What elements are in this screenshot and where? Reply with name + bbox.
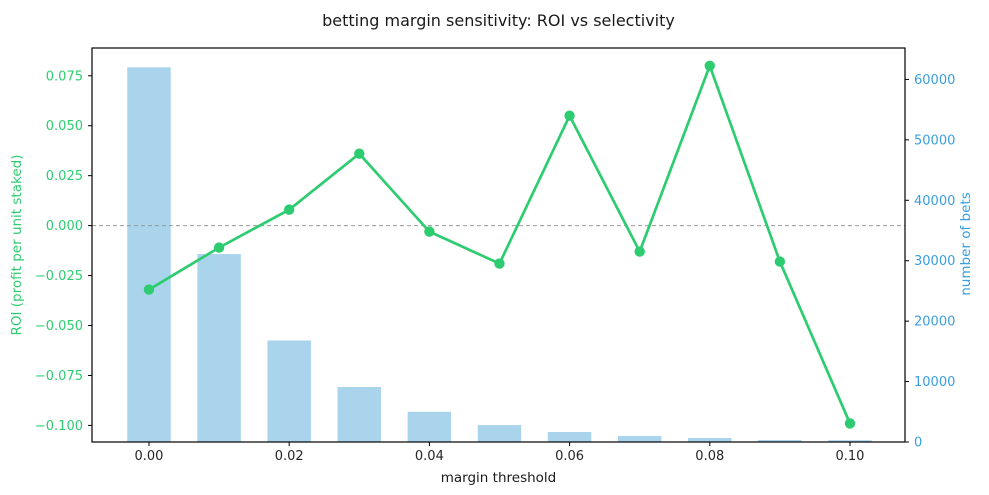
- x-tick-label: 0.06: [555, 449, 584, 464]
- roi-marker: [143, 284, 155, 295]
- bar-number-of-bets: [407, 411, 452, 442]
- x-tick-label: 0.08: [695, 449, 724, 464]
- bar-number-of-bets: [617, 435, 662, 442]
- right-tick-label: 20000: [914, 315, 955, 330]
- left-tick-label: 0.075: [46, 69, 83, 84]
- x-axis-label: margin threshold: [440, 470, 557, 486]
- roi-marker: [634, 246, 645, 257]
- roi-marker: [424, 226, 435, 237]
- y-axis-label-left: ROI (profit per unit staked): [9, 154, 25, 336]
- roi-marker: [774, 256, 786, 267]
- left-tick-label: 0.000: [46, 219, 83, 234]
- roi-marker: [704, 60, 715, 71]
- x-tick-label: 0.02: [275, 449, 304, 464]
- roi-line: [147, 64, 852, 425]
- left-tick-label: −0.050: [35, 319, 83, 334]
- roi-marker: [494, 258, 505, 269]
- chart-title: betting margin sensitivity: ROI vs selec…: [322, 11, 675, 30]
- left-tick-label: −0.100: [35, 419, 83, 434]
- bar-number-of-bets: [758, 440, 802, 442]
- roi-marker: [354, 148, 365, 159]
- y-axis-label-right: number of bets: [958, 192, 974, 296]
- left-tick-label: −0.075: [35, 369, 83, 384]
- x-tick-label: 0.00: [135, 449, 164, 464]
- right-tick-label: 10000: [914, 375, 955, 390]
- roi-marker: [213, 242, 225, 253]
- right-tick-label: 0: [914, 436, 922, 451]
- left-tick-label: 0.025: [46, 169, 83, 184]
- right-tick-label: 50000: [914, 133, 955, 148]
- x-tick-label: 0.04: [415, 449, 444, 464]
- bar-number-of-bets: [688, 438, 732, 442]
- bar-number-of-bets: [477, 425, 522, 442]
- bar-number-of-bets: [547, 432, 592, 442]
- roi-marker: [844, 418, 856, 429]
- roi-marker: [283, 204, 295, 215]
- bar-number-of-bets: [127, 67, 171, 442]
- bar-number-of-bets: [337, 387, 382, 442]
- right-tick-label: 30000: [914, 254, 955, 269]
- right-tick-label: 40000: [914, 194, 955, 209]
- plot-border: [91, 47, 906, 443]
- left-tick-label: −0.025: [35, 269, 83, 284]
- x-tick-label: 0.10: [835, 449, 864, 464]
- right-tick-label: 60000: [914, 73, 955, 88]
- bar-number-of-bets: [197, 254, 241, 442]
- roi-marker: [564, 110, 575, 121]
- bar-number-of-bets: [267, 340, 311, 442]
- bar-number-of-bets: [828, 440, 872, 442]
- left-tick-label: 0.050: [46, 119, 83, 134]
